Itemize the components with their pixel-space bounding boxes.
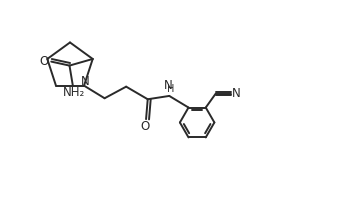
Text: O: O — [39, 55, 48, 68]
Text: N: N — [164, 79, 173, 93]
Text: H: H — [167, 84, 174, 94]
Text: N: N — [232, 87, 241, 100]
Text: O: O — [140, 120, 150, 133]
Text: N: N — [81, 74, 90, 88]
Text: NH₂: NH₂ — [63, 86, 85, 99]
